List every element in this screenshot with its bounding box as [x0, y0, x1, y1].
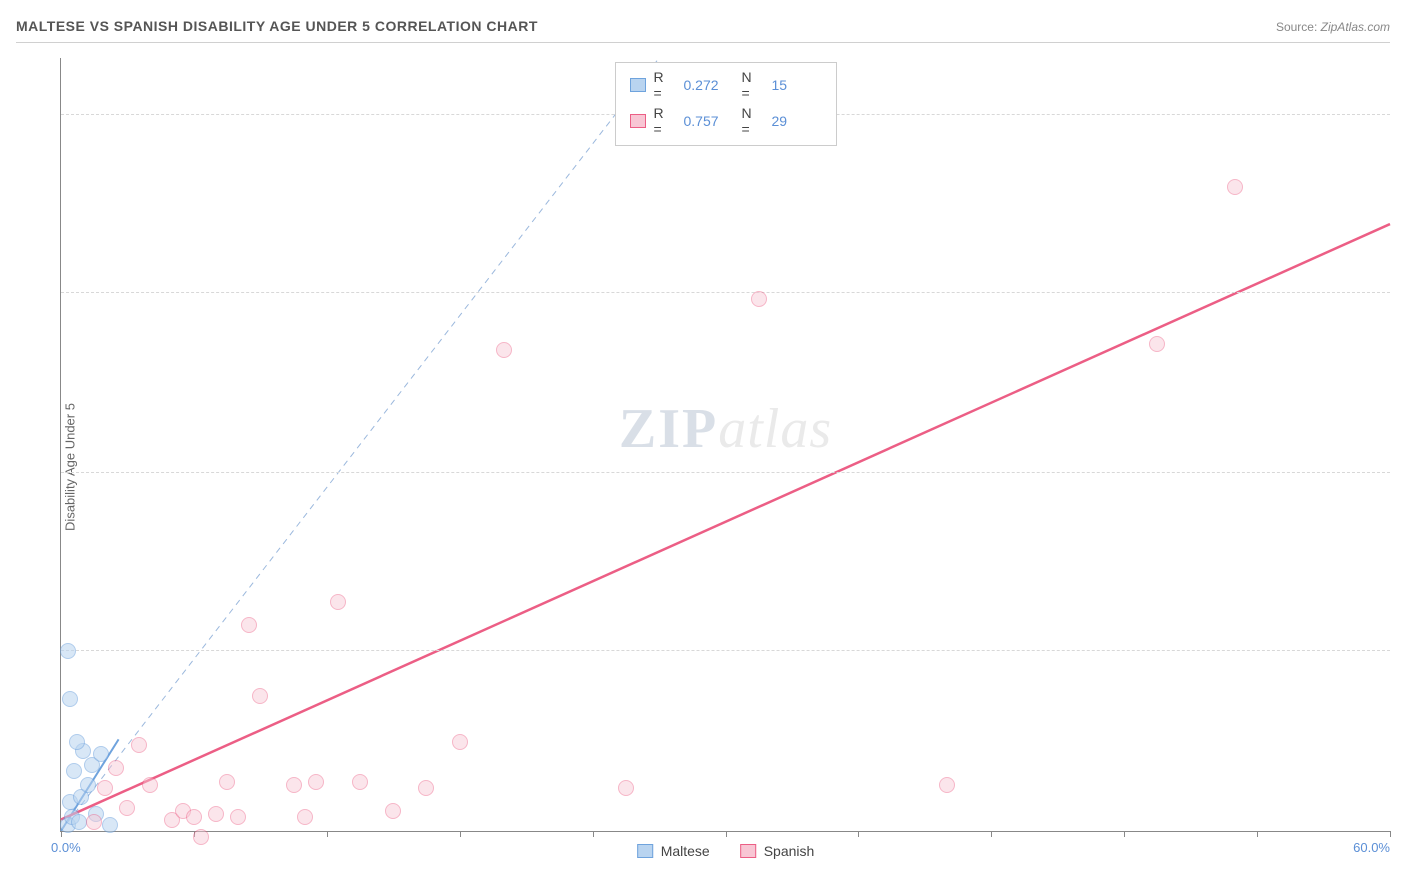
legend-n-label: N = [742, 69, 764, 101]
series-legend-item: Spanish [740, 843, 815, 859]
gridline: 18.8% [61, 292, 1390, 293]
data-point [193, 829, 209, 845]
x-tick [991, 831, 992, 837]
legend-n-label: N = [742, 105, 764, 137]
series-legend-label: Maltese [661, 843, 710, 859]
watermark: ZIPatlas [619, 397, 832, 461]
data-point [60, 643, 76, 659]
data-point [71, 814, 87, 830]
data-point [1227, 179, 1243, 195]
gridline: 6.3% [61, 650, 1390, 651]
x-tick [858, 831, 859, 837]
x-tick [1390, 831, 1391, 837]
data-point [297, 809, 313, 825]
trend-lines-layer [61, 58, 1390, 831]
legend-row: R = 0.272 N = 15 [630, 67, 822, 103]
x-tick [593, 831, 594, 837]
legend-r-label: R = [654, 105, 676, 137]
data-point [97, 780, 113, 796]
x-axis-min-label: 0.0% [51, 840, 81, 855]
data-point [108, 760, 124, 776]
legend-swatch [637, 844, 653, 858]
source-value: ZipAtlas.com [1321, 20, 1390, 34]
data-point [131, 737, 147, 753]
data-point [252, 688, 268, 704]
x-axis-max-label: 60.0% [1353, 840, 1390, 855]
legend-n-value: 15 [772, 77, 822, 93]
chart-source: Source: ZipAtlas.com [1276, 20, 1390, 34]
legend-r-label: R = [654, 69, 676, 101]
data-point [80, 777, 96, 793]
legend-swatch [630, 114, 646, 128]
data-point [219, 774, 235, 790]
series-legend: Maltese Spanish [637, 843, 815, 859]
x-tick [327, 831, 328, 837]
y-tick-label: 25.0% [1396, 108, 1406, 123]
data-point [418, 780, 434, 796]
data-point [66, 763, 82, 779]
legend-r-value: 0.757 [684, 113, 734, 129]
watermark-part2: atlas [718, 398, 832, 460]
data-point [208, 806, 224, 822]
chart-header: MALTESE VS SPANISH DISABILITY AGE UNDER … [16, 18, 1390, 43]
data-point [230, 809, 246, 825]
source-label: Source: [1276, 20, 1317, 34]
y-tick-label: 6.3% [1396, 643, 1406, 658]
data-point [385, 803, 401, 819]
x-tick [1124, 831, 1125, 837]
legend-r-value: 0.272 [684, 77, 734, 93]
data-point [330, 594, 346, 610]
data-point [93, 746, 109, 762]
series-legend-label: Spanish [764, 843, 815, 859]
watermark-part1: ZIP [619, 398, 718, 460]
data-point [102, 817, 118, 833]
data-point [86, 814, 102, 830]
data-point [496, 342, 512, 358]
x-tick [61, 831, 62, 837]
data-point [62, 691, 78, 707]
y-tick-label: 18.8% [1396, 285, 1406, 300]
data-point [1149, 336, 1165, 352]
gridline: 12.5% [61, 472, 1390, 473]
chart-area: Disability Age Under 5 ZIPatlas R =0.272… [16, 58, 1390, 876]
data-point [142, 777, 158, 793]
y-tick-label: 12.5% [1396, 466, 1406, 481]
chart-title: MALTESE VS SPANISH DISABILITY AGE UNDER … [16, 18, 538, 34]
data-point [751, 291, 767, 307]
data-point [939, 777, 955, 793]
data-point [186, 809, 202, 825]
legend-swatch [740, 844, 756, 858]
series-legend-item: Maltese [637, 843, 710, 859]
x-tick [726, 831, 727, 837]
x-tick [460, 831, 461, 837]
data-point [618, 780, 634, 796]
legend-n-value: 29 [772, 113, 822, 129]
data-point [69, 734, 85, 750]
legend-swatch [630, 78, 646, 92]
data-point [241, 617, 257, 633]
data-point [119, 800, 135, 816]
correlation-legend: R = 0.272 N = 15 R = 0.757 N = 29 [615, 62, 837, 146]
x-tick [1257, 831, 1258, 837]
plot-area: ZIPatlas R =0.272N =15R =0.757N =29 0.0%… [60, 58, 1390, 832]
legend-row: R = 0.757 N = 29 [630, 103, 822, 139]
data-point [308, 774, 324, 790]
data-point [452, 734, 468, 750]
data-point [286, 777, 302, 793]
data-point [352, 774, 368, 790]
